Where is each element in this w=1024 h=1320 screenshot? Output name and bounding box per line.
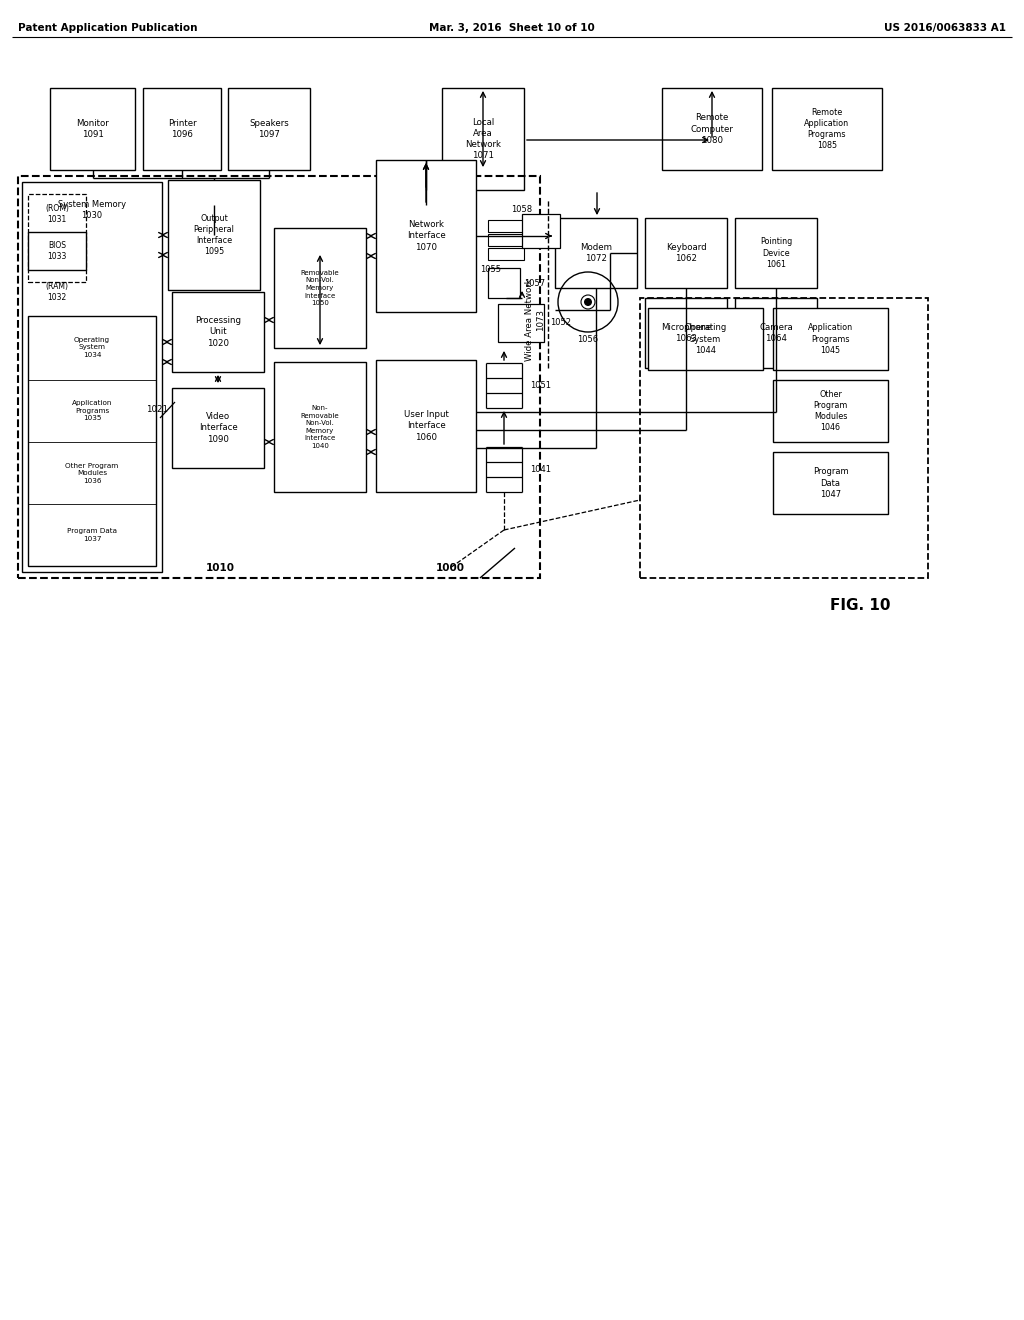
Text: (RAM)
1032: (RAM) 1032 — [45, 282, 69, 302]
Bar — [28, 315, 156, 566]
Bar — [488, 248, 524, 260]
Text: Output
Peripheral
Interface
1095: Output Peripheral Interface 1095 — [194, 214, 234, 256]
Text: Wide Area Network
1073: Wide Area Network 1073 — [525, 279, 545, 362]
Text: Keyboard
1062: Keyboard 1062 — [666, 243, 707, 263]
Bar — [662, 88, 762, 170]
Bar — [28, 232, 86, 271]
Bar — [143, 88, 221, 170]
Text: 1056: 1056 — [578, 335, 599, 345]
Text: FIG. 10: FIG. 10 — [829, 598, 890, 612]
Bar — [773, 451, 888, 513]
Text: Other Program
Modules
1036: Other Program Modules 1036 — [66, 462, 119, 483]
Bar — [168, 180, 260, 290]
Bar — [28, 194, 86, 282]
Bar — [772, 88, 882, 170]
Bar — [645, 218, 727, 288]
Text: 1055: 1055 — [480, 265, 501, 275]
Text: Operating
System
1034: Operating System 1034 — [74, 337, 110, 358]
Bar — [488, 268, 520, 298]
Bar — [498, 304, 544, 342]
Text: 1000: 1000 — [435, 564, 465, 573]
Text: Pointing
Device
1061: Pointing Device 1061 — [760, 238, 793, 268]
Bar — [488, 220, 524, 232]
Text: Monitor
1091: Monitor 1091 — [76, 119, 109, 139]
Bar — [172, 292, 264, 372]
Bar — [735, 218, 817, 288]
Bar — [228, 88, 310, 170]
Bar — [18, 176, 540, 578]
Text: US 2016/0063833 A1: US 2016/0063833 A1 — [884, 22, 1006, 33]
Bar — [522, 214, 560, 248]
Text: Removable
Non-Vol.
Memory
Interface
1050: Removable Non-Vol. Memory Interface 1050 — [301, 271, 339, 306]
Bar — [274, 362, 366, 492]
Bar — [555, 218, 637, 288]
Text: Camera
1064: Camera 1064 — [759, 323, 793, 343]
Bar — [50, 88, 135, 170]
Text: Speakers
1097: Speakers 1097 — [249, 119, 289, 139]
Text: Application
Programs
1035: Application Programs 1035 — [72, 400, 113, 421]
Text: Video
Interface
1090: Video Interface 1090 — [199, 412, 238, 444]
Text: 1010: 1010 — [206, 564, 234, 573]
Text: Microphone
1063: Microphone 1063 — [660, 323, 711, 343]
Text: Local
Area
Network
1071: Local Area Network 1071 — [465, 117, 501, 160]
Bar — [735, 298, 817, 368]
Bar — [773, 380, 888, 442]
Text: User Input
Interface
1060: User Input Interface 1060 — [403, 411, 449, 442]
Bar — [376, 360, 476, 492]
Text: 1052: 1052 — [550, 318, 571, 327]
Bar — [376, 160, 476, 312]
Text: System Memory
1030: System Memory 1030 — [58, 201, 126, 220]
Text: 1041: 1041 — [530, 466, 551, 474]
Text: Program
Data
1047: Program Data 1047 — [813, 467, 848, 499]
Text: Program Data
1037: Program Data 1037 — [67, 528, 117, 541]
Text: Application
Programs
1045: Application Programs 1045 — [808, 323, 853, 355]
Text: Processing
Unit
1020: Processing Unit 1020 — [195, 317, 241, 347]
Text: Remote
Application
Programs
1085: Remote Application Programs 1085 — [805, 108, 850, 150]
Bar — [22, 182, 162, 572]
Text: Network
Interface
1070: Network Interface 1070 — [407, 220, 445, 252]
Bar — [640, 298, 928, 578]
Text: Operating
System
1044: Operating System 1044 — [684, 323, 727, 355]
Text: Remote
Computer
1080: Remote Computer 1080 — [690, 114, 733, 145]
Text: 1051: 1051 — [530, 381, 551, 391]
Bar — [645, 298, 727, 368]
Text: Non-
Removable
Non-Vol.
Memory
Interface
1040: Non- Removable Non-Vol. Memory Interface… — [301, 405, 339, 449]
Text: Modem
1072: Modem 1072 — [580, 243, 612, 263]
Text: 1021: 1021 — [146, 405, 168, 414]
Bar — [488, 234, 524, 246]
Text: Mar. 3, 2016  Sheet 10 of 10: Mar. 3, 2016 Sheet 10 of 10 — [429, 22, 595, 33]
Text: 1058: 1058 — [511, 206, 532, 214]
Text: Printer
1096: Printer 1096 — [168, 119, 197, 139]
Bar — [274, 228, 366, 348]
Text: 1057: 1057 — [524, 279, 545, 288]
Bar — [442, 88, 524, 190]
Circle shape — [584, 298, 592, 306]
Text: Patent Application Publication: Patent Application Publication — [18, 22, 198, 33]
Bar — [648, 308, 763, 370]
Text: Other
Program
Modules
1046: Other Program Modules 1046 — [813, 389, 848, 432]
Text: (ROM)
1031: (ROM) 1031 — [45, 205, 69, 224]
Bar — [172, 388, 264, 469]
Bar — [773, 308, 888, 370]
Text: BIOS
1033: BIOS 1033 — [47, 242, 67, 261]
